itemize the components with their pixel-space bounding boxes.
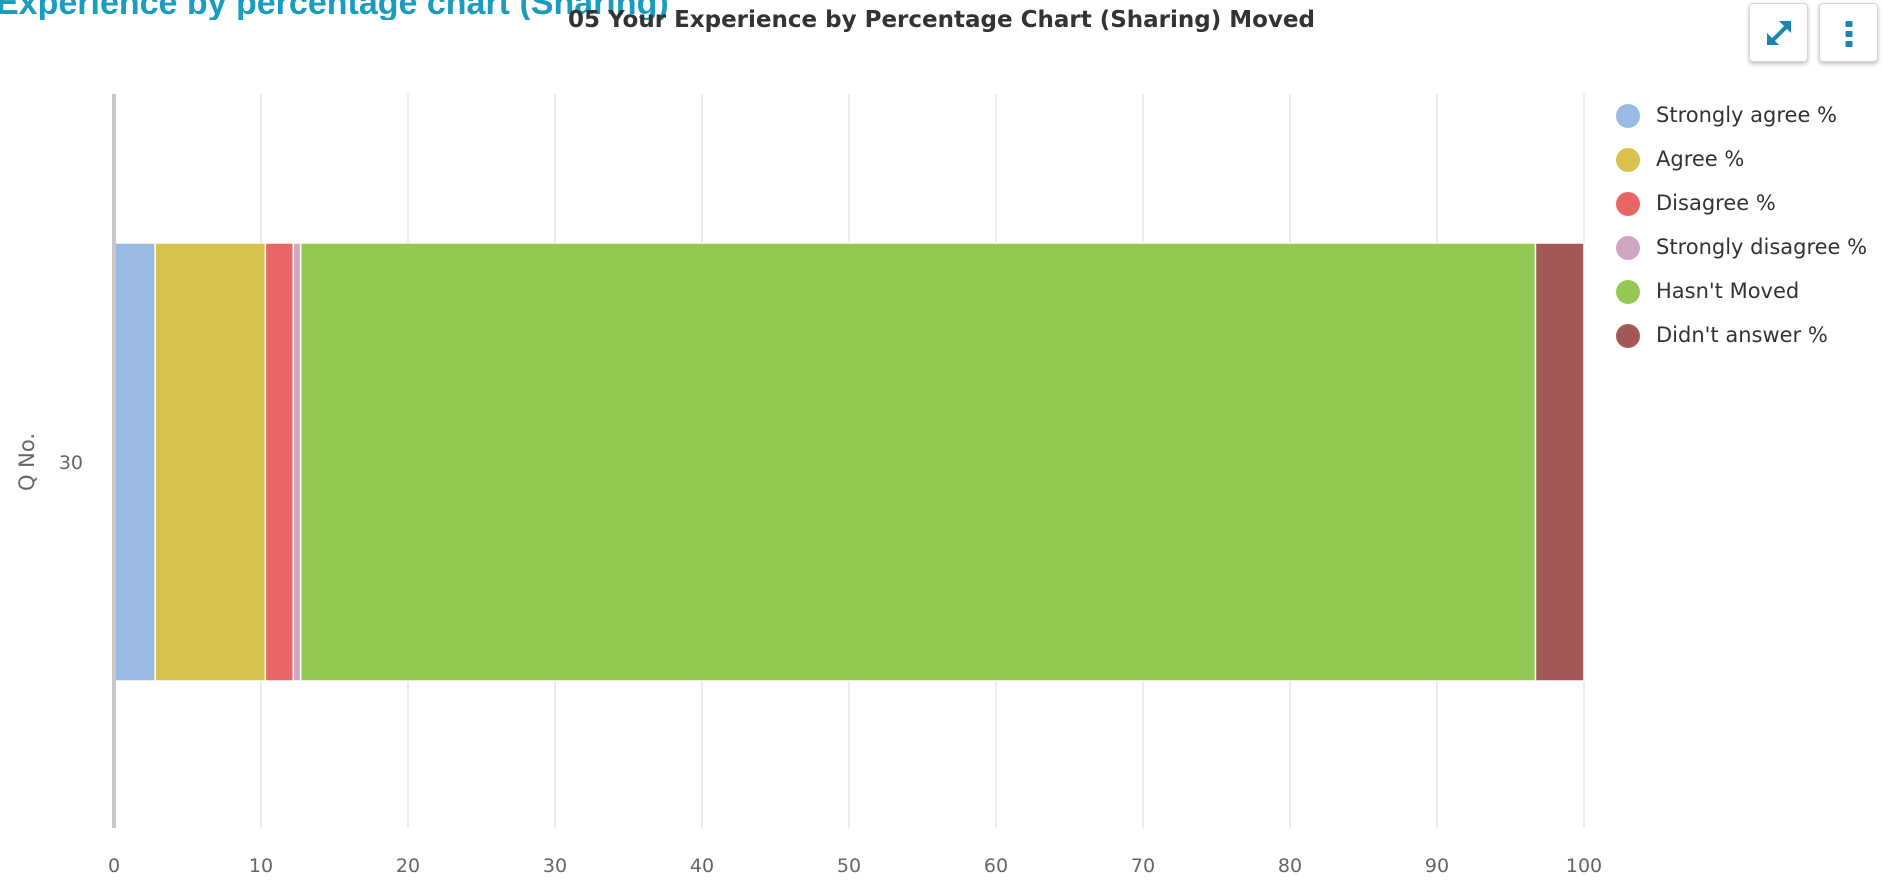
bar-segment-5[interactable] <box>299 242 1537 682</box>
expand-arrows-icon <box>1767 21 1791 45</box>
x-axis-ticks: 0 10 20 30 40 50 60 70 80 90 100 <box>108 855 1602 877</box>
bar-segment-6[interactable] <box>1534 242 1585 682</box>
x-tick-label-70: 70 <box>1131 855 1155 877</box>
x-tick-label-10: 10 <box>249 855 273 877</box>
bar-segment-1[interactable] <box>113 242 156 682</box>
x-tick-label-90: 90 <box>1425 855 1449 877</box>
legend-label: Didn't answer % <box>1656 323 1828 347</box>
legend-label: Strongly agree % <box>1656 103 1838 127</box>
x-tick-label-60: 60 <box>984 855 1008 877</box>
bar-segments <box>113 242 1585 682</box>
legend-label: Disagree % <box>1656 191 1776 215</box>
bar-segment-3[interactable] <box>264 242 295 682</box>
vertical-ellipsis-icon <box>1845 21 1853 47</box>
more-options-button[interactable] <box>1819 3 1878 62</box>
legend-swatch-icon <box>1616 148 1640 172</box>
x-tick-label-20: 20 <box>396 855 420 877</box>
legend-swatch-icon <box>1616 280 1640 304</box>
legend-swatch-icon <box>1616 104 1640 128</box>
bar-segment-2[interactable] <box>154 242 267 682</box>
x-tick-label-30: 30 <box>543 855 567 877</box>
legend-swatch-icon <box>1616 192 1640 216</box>
y-axis-title: Q No. <box>15 433 39 491</box>
x-tick-label-80: 80 <box>1278 855 1302 877</box>
legend-swatch-icon <box>1616 324 1640 348</box>
legend-label: Strongly disagree % <box>1656 235 1868 259</box>
bar-segment-4[interactable] <box>292 242 302 682</box>
page-heading: Experience by percentage chart (Sharing) <box>0 0 669 20</box>
expand-button[interactable] <box>1749 3 1808 62</box>
x-tick-label-0: 0 <box>108 855 120 877</box>
x-tick-label-100: 100 <box>1566 855 1602 877</box>
chart-title: 05 Your Experience by Percentage Chart (… <box>567 7 1315 33</box>
legend-label: Hasn't Moved <box>1656 279 1800 303</box>
y-category-label: 30 <box>59 452 83 474</box>
legend-swatch-icon <box>1616 236 1640 260</box>
legend-label: Agree % <box>1656 147 1745 171</box>
x-tick-label-50: 50 <box>837 855 861 877</box>
x-tick-label-40: 40 <box>690 855 714 877</box>
